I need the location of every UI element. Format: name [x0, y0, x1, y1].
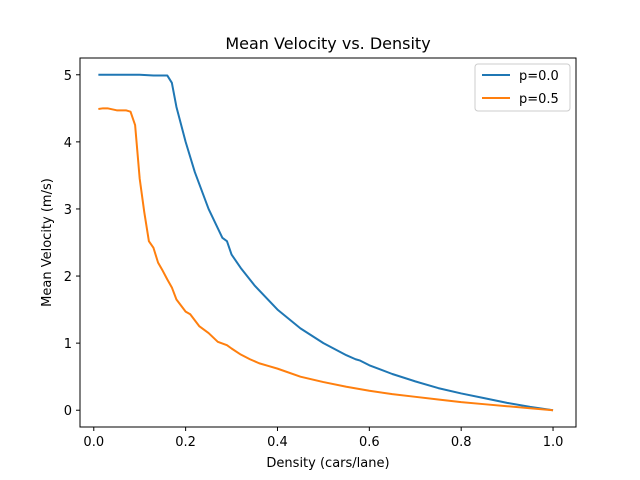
y-tick-label: 3 — [64, 203, 72, 218]
x-axis-label: Density (cars/lane) — [266, 456, 389, 471]
y-tick-label: 1 — [64, 337, 72, 352]
x-axis-ticks: 0.0 0.2 0.4 0.6 0.8 1.0 — [83, 427, 563, 450]
x-tick-label: 0.6 — [359, 435, 380, 450]
legend-label-p0: p=0.0 — [519, 69, 559, 84]
x-tick-label: 0.8 — [451, 435, 472, 450]
y-tick-label: 2 — [64, 270, 72, 285]
y-tick-label: 4 — [64, 136, 72, 151]
x-tick-label: 0.2 — [175, 435, 196, 450]
legend-label-p05: p=0.5 — [519, 92, 559, 107]
y-axis-label: Mean Velocity (m/s) — [40, 178, 55, 307]
y-tick-label: 5 — [64, 69, 72, 84]
x-tick-label: 1.0 — [543, 435, 564, 450]
x-tick-label: 0.0 — [83, 435, 104, 450]
x-tick-label: 0.4 — [267, 435, 288, 450]
series-line-0 — [98, 73, 554, 412]
plot-lines — [98, 73, 554, 412]
plot-frame — [79, 57, 577, 428]
y-axis-ticks: 0 1 2 3 4 5 — [64, 69, 80, 419]
chart-title: Mean Velocity vs. Density — [225, 34, 430, 53]
y-tick-label: 0 — [64, 404, 72, 419]
legend: p=0.0 p=0.5 — [474, 63, 571, 112]
series-line-1 — [98, 107, 554, 412]
